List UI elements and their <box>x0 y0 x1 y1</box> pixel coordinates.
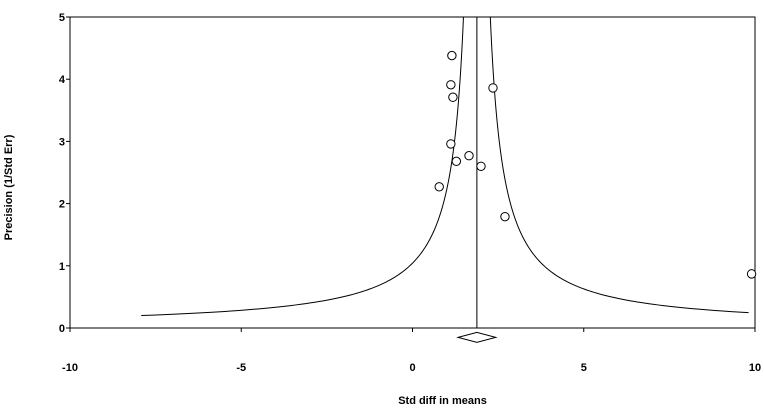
study-point-4 <box>488 83 498 93</box>
study-point-9 <box>434 182 444 192</box>
plot-area <box>69 16 757 343</box>
y-axis-ticks: 0 1 2 3 4 5 <box>59 12 70 335</box>
y-tick-label: 0 <box>59 323 65 335</box>
study-point-8 <box>476 161 486 171</box>
x-axis-ticks: -10 -5 0 5 10 <box>62 328 761 374</box>
x-tick-label: 10 <box>749 362 761 374</box>
y-tick-label: 2 <box>59 199 65 211</box>
study-point-7 <box>451 156 462 167</box>
x-tick-label: 5 <box>581 362 587 374</box>
x-tick-label: 0 <box>409 362 415 374</box>
y-tick-label: 1 <box>59 261 65 273</box>
y-tick-label: 4 <box>59 74 66 86</box>
study-point-3 <box>448 92 458 102</box>
x-tick-label: -5 <box>236 362 246 374</box>
study-point-5 <box>446 139 456 149</box>
y-axis-title: Precision (1/Std Err) <box>3 134 15 240</box>
funnel-right-curve <box>489 17 749 314</box>
x-axis-title: Std diff in means <box>398 395 487 407</box>
summary-diamond <box>456 331 498 343</box>
y-tick-label: 5 <box>59 12 65 24</box>
study-point-11 <box>746 269 757 279</box>
x-tick-label: -10 <box>62 362 78 374</box>
study-point-10 <box>500 211 510 222</box>
plot-frame <box>69 16 756 329</box>
study-point-6 <box>464 151 474 161</box>
study-point-1 <box>447 50 457 61</box>
y-tick-label: 3 <box>59 136 65 148</box>
study-point-2 <box>446 80 456 90</box>
funnel-left-curve <box>141 17 464 317</box>
funnel-group <box>141 17 749 317</box>
